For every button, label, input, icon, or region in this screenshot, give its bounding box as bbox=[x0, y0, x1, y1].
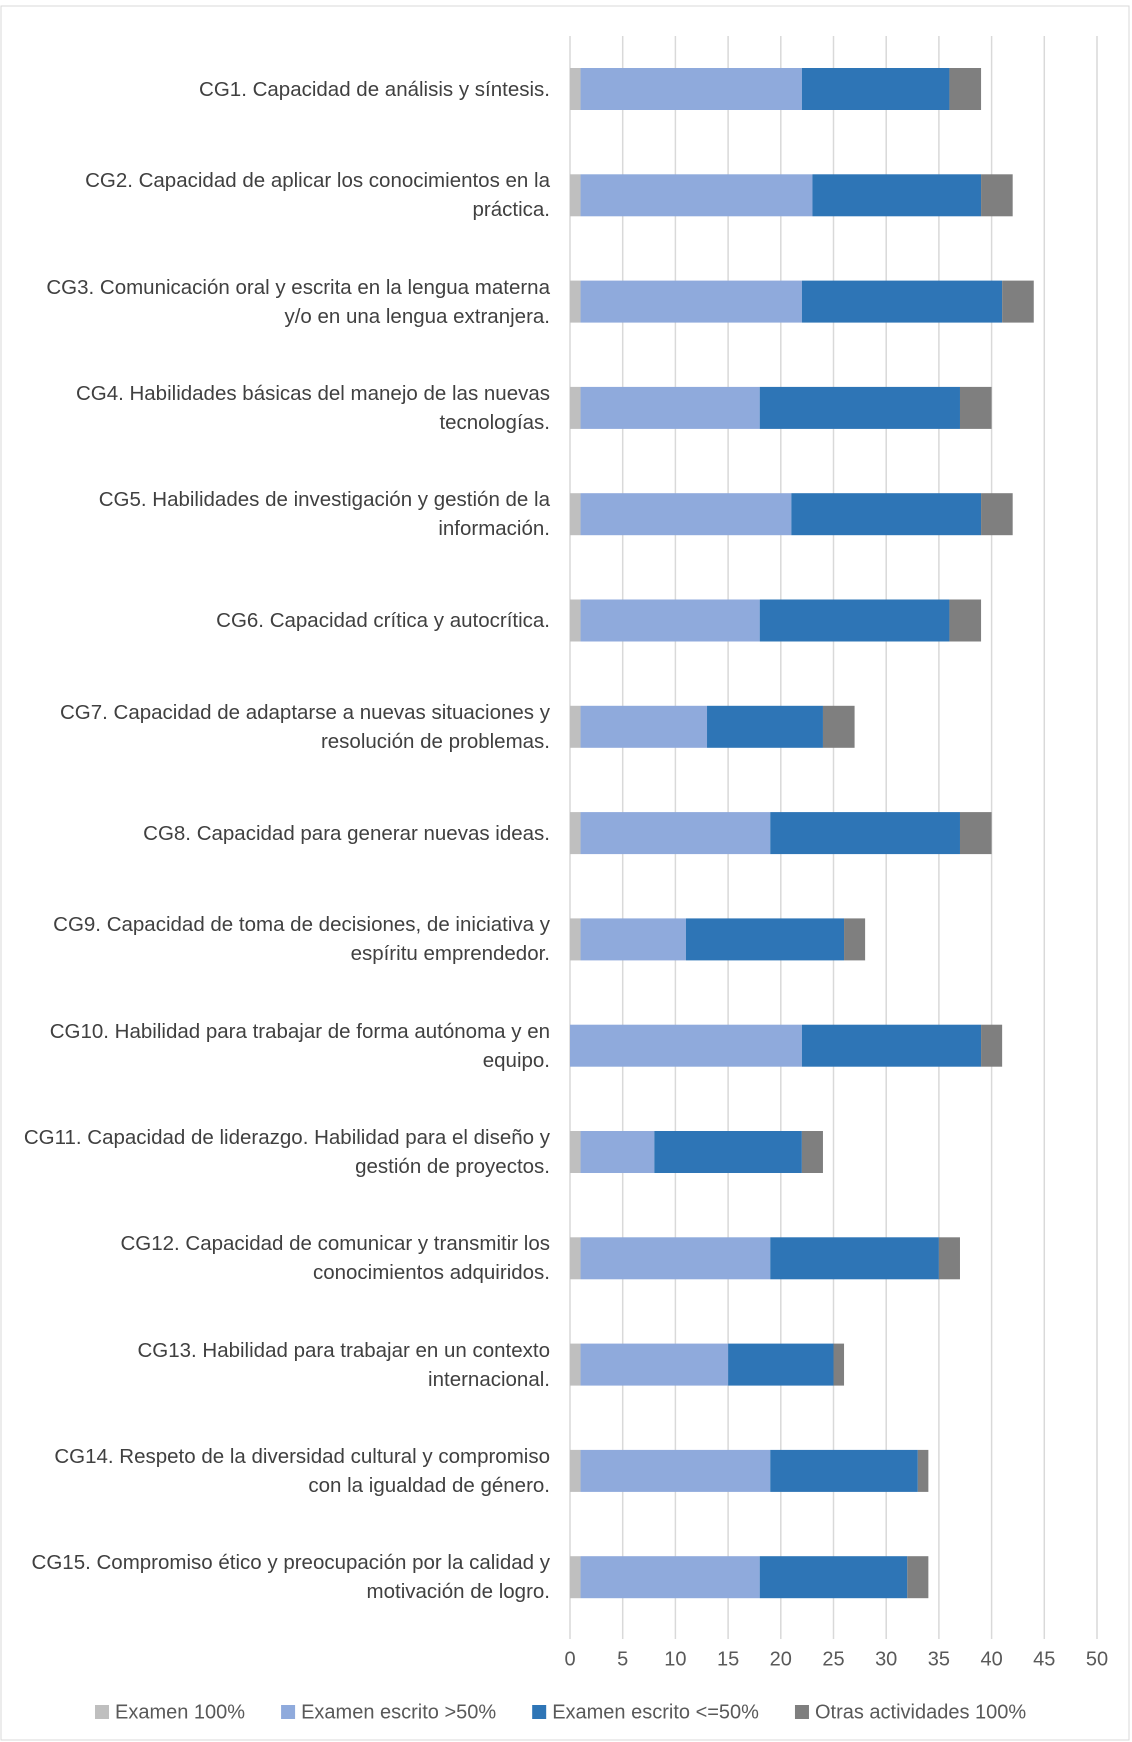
category-label: CG2. Capacidad de aplicar los conocimien… bbox=[85, 169, 550, 222]
bar-segment bbox=[570, 812, 581, 855]
bar-segment bbox=[822, 705, 855, 748]
bar-segment bbox=[580, 1131, 655, 1173]
bar-segment bbox=[570, 174, 581, 217]
x-tick-label: 35 bbox=[928, 1648, 950, 1670]
x-tick-label: 40 bbox=[980, 1648, 1002, 1670]
category-label: CG9. Capacidad de toma de decisiones, de… bbox=[53, 913, 550, 966]
category-label: CG15. Compromiso ético y preocupación po… bbox=[31, 1551, 550, 1604]
category-label: CG6. Capacidad crítica y autocrítica. bbox=[216, 609, 550, 632]
bar-segment bbox=[580, 599, 760, 642]
bar-segment bbox=[812, 174, 982, 217]
bar-segment bbox=[570, 705, 581, 748]
bar-segment bbox=[844, 918, 866, 961]
legend-swatch bbox=[794, 1705, 809, 1719]
bar-segment bbox=[580, 1556, 760, 1599]
bar-segment bbox=[570, 1131, 581, 1173]
bar-segment bbox=[759, 386, 960, 429]
bar-segment bbox=[770, 1449, 918, 1492]
bar-segment bbox=[580, 812, 771, 855]
category-label: CG5. Habilidades de investigación y gest… bbox=[98, 488, 550, 541]
legend-label: Examen escrito <=50% bbox=[552, 1701, 759, 1723]
bar-segment bbox=[770, 1237, 939, 1280]
x-tick-label: 10 bbox=[664, 1648, 686, 1670]
bar-segment bbox=[770, 812, 960, 855]
bar-segment bbox=[959, 812, 992, 855]
bar-segment bbox=[654, 1131, 802, 1173]
category-label: CG13. Habilidad para trabajar en un cont… bbox=[137, 1338, 550, 1391]
bar-segment bbox=[949, 68, 982, 110]
bar-segment bbox=[801, 1024, 982, 1067]
bar-segment bbox=[580, 705, 708, 748]
frame bbox=[0, 5, 1130, 1741]
category-label: CG12. Capacidad de comunicar y transmiti… bbox=[120, 1232, 550, 1285]
bar-segment bbox=[570, 918, 581, 961]
bar-segment bbox=[959, 386, 992, 429]
bar-segment bbox=[580, 1343, 729, 1386]
bar-segment bbox=[981, 174, 1013, 217]
bar-segment bbox=[801, 68, 950, 110]
category-label: CG10. Habilidad para trabajar de forma a… bbox=[49, 1019, 550, 1072]
bar-segment bbox=[949, 599, 982, 642]
bar-segment bbox=[685, 918, 845, 961]
bar-segment bbox=[728, 1343, 834, 1386]
bar-segment bbox=[570, 386, 581, 429]
category-label: CG8. Capacidad para generar nuevas ideas… bbox=[143, 821, 550, 845]
x-tick-label: 5 bbox=[617, 1648, 628, 1670]
bar-segment bbox=[570, 599, 581, 642]
bar-segment bbox=[570, 68, 581, 110]
legend-swatch bbox=[281, 1705, 296, 1719]
bar-segment bbox=[801, 1131, 823, 1173]
bar-segment bbox=[570, 1237, 581, 1280]
bar-segment bbox=[580, 386, 760, 429]
bar-segment bbox=[907, 1556, 929, 1599]
bar-segment bbox=[1002, 280, 1034, 323]
bar-segment bbox=[759, 1556, 908, 1599]
bar-segment bbox=[580, 493, 792, 536]
x-tick-label: 20 bbox=[770, 1648, 792, 1670]
bar-segment bbox=[570, 1449, 581, 1492]
bar-segment bbox=[580, 1449, 771, 1492]
bar-segment bbox=[938, 1237, 960, 1280]
x-tick-label: 15 bbox=[717, 1648, 739, 1670]
bar-segment bbox=[833, 1343, 845, 1386]
legend-swatch bbox=[95, 1705, 109, 1719]
bar-segment bbox=[570, 1024, 802, 1067]
legend-label: Otras actividades 100% bbox=[815, 1701, 1026, 1723]
bar-segment bbox=[580, 918, 686, 961]
legend-label: Examen 100% bbox=[115, 1701, 245, 1723]
bar-segment bbox=[801, 280, 1003, 323]
x-tick-label: 0 bbox=[564, 1648, 575, 1670]
bar-segment bbox=[580, 1237, 771, 1280]
category-label: CG4. Habilidades básicas del manejo de l… bbox=[75, 381, 550, 434]
category-label: CG1. Capacidad de análisis y síntesis. bbox=[199, 77, 550, 101]
legend-swatch bbox=[532, 1705, 547, 1719]
x-tick-label: 25 bbox=[822, 1648, 844, 1670]
bar-segment bbox=[759, 599, 950, 642]
bar-segment bbox=[707, 705, 823, 748]
bar-segment bbox=[580, 68, 802, 110]
x-tick-label: 45 bbox=[1033, 1648, 1055, 1670]
bar-segment bbox=[917, 1449, 929, 1492]
bar-segment bbox=[570, 493, 581, 536]
x-tick-label: 30 bbox=[875, 1648, 897, 1670]
bar-segment bbox=[570, 280, 581, 323]
bar-segment bbox=[981, 493, 1013, 536]
bar-segment bbox=[580, 280, 802, 323]
bar-segment bbox=[570, 1556, 581, 1599]
legend-label: Examen escrito >50% bbox=[301, 1701, 496, 1723]
x-tick-label: 50 bbox=[1086, 1648, 1108, 1670]
category-label: CG3. Comunicación oral y escrita en la l… bbox=[46, 275, 550, 328]
bar-segment bbox=[981, 1024, 1003, 1067]
category-label: CG7. Capacidad de adaptarse a nuevas sit… bbox=[59, 700, 550, 753]
category-label: CG14. Respeto de la diversidad cultural … bbox=[54, 1444, 550, 1497]
bar-segment bbox=[580, 174, 813, 217]
bar-segment bbox=[791, 493, 982, 536]
bar-segment bbox=[570, 1343, 581, 1386]
category-label: CG11. Capacidad de liderazgo. Habilidad … bbox=[23, 1126, 550, 1178]
